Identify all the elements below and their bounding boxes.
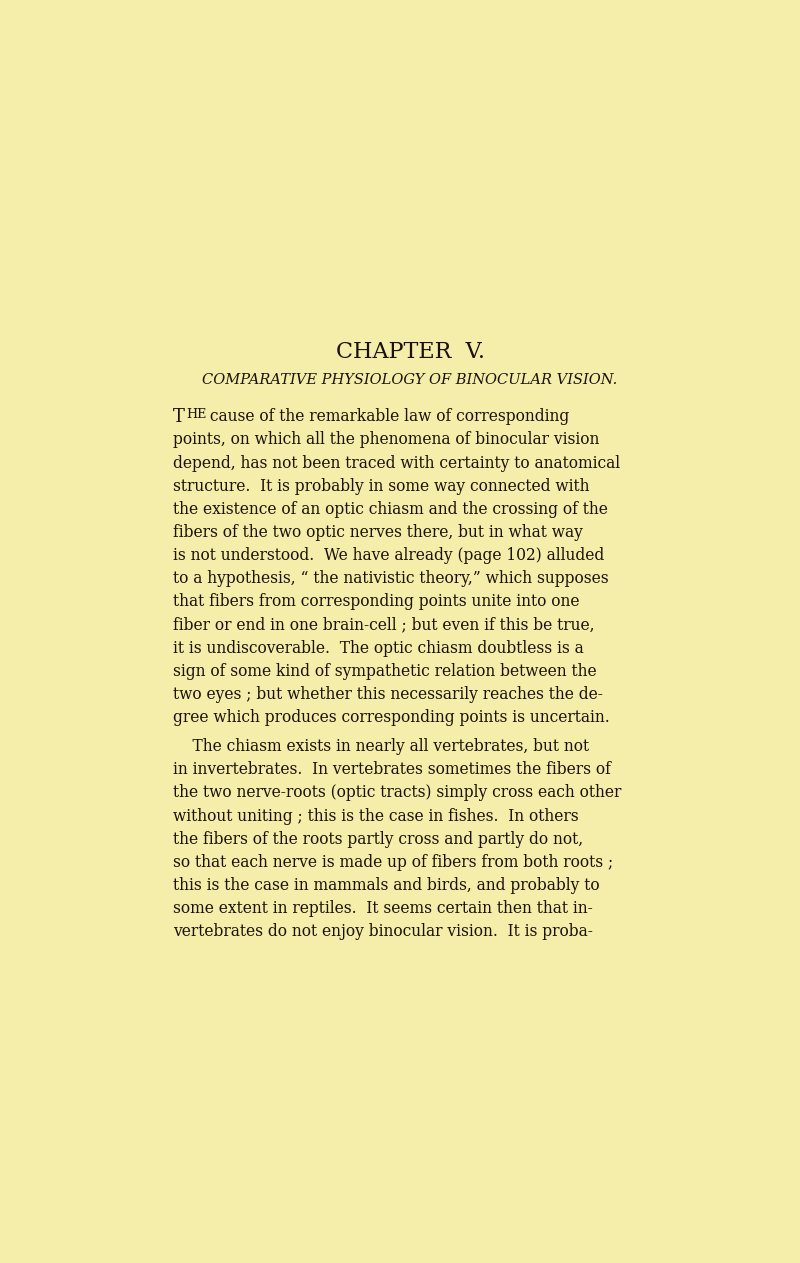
Text: is not understood.  We have already (page 102) alluded: is not understood. We have already (page… <box>173 547 605 565</box>
Text: gree which produces corresponding points is uncertain.: gree which produces corresponding points… <box>173 710 610 726</box>
Text: sign of some kind of sympathetic relation between the: sign of some kind of sympathetic relatio… <box>173 663 597 679</box>
Text: structure.  It is probably in some way connected with: structure. It is probably in some way co… <box>173 477 590 495</box>
Text: cause of the remarkable law of corresponding: cause of the remarkable law of correspon… <box>206 408 570 426</box>
Text: T: T <box>173 408 185 427</box>
Text: COMPARATIVE PHYSIOLOGY OF BINOCULAR VISION.: COMPARATIVE PHYSIOLOGY OF BINOCULAR VISI… <box>202 374 618 388</box>
Text: this is the case in mammals and birds, and probably to: this is the case in mammals and birds, a… <box>173 877 600 894</box>
Text: that fibers from corresponding points unite into one: that fibers from corresponding points un… <box>173 594 580 610</box>
Text: in invertebrates.  In vertebrates sometimes the fibers of: in invertebrates. In vertebrates sometim… <box>173 762 611 778</box>
Text: CHAPTER  V.: CHAPTER V. <box>335 341 485 364</box>
Text: vertebrates do not enjoy binocular vision.  It is proba-: vertebrates do not enjoy binocular visio… <box>173 923 593 941</box>
Text: the fibers of the roots partly cross and partly do not,: the fibers of the roots partly cross and… <box>173 831 583 847</box>
Text: fibers of the two optic nerves there, but in what way: fibers of the two optic nerves there, bu… <box>173 524 583 541</box>
Text: it is undiscoverable.  The optic chiasm doubtless is a: it is undiscoverable. The optic chiasm d… <box>173 640 584 657</box>
Text: some extent in reptiles.  It seems certain then that in-: some extent in reptiles. It seems certai… <box>173 901 593 917</box>
Text: without uniting ; this is the case in fishes.  In others: without uniting ; this is the case in fi… <box>173 807 578 825</box>
Text: the two nerve-roots (optic tracts) simply cross each other: the two nerve-roots (optic tracts) simpl… <box>173 784 622 802</box>
Text: fiber or end in one brain-cell ; but even if this be true,: fiber or end in one brain-cell ; but eve… <box>173 616 594 634</box>
Text: to a hypothesis, “ the nativistic theory,” which supposes: to a hypothesis, “ the nativistic theory… <box>173 571 609 587</box>
Text: depend, has not been traced with certainty to anatomical: depend, has not been traced with certain… <box>173 455 620 471</box>
Text: HE: HE <box>187 408 207 422</box>
Text: The chiasm exists in nearly all vertebrates, but not: The chiasm exists in nearly all vertebra… <box>173 738 590 755</box>
Text: two eyes ; but whether this necessarily reaches the de-: two eyes ; but whether this necessarily … <box>173 686 603 703</box>
Text: so that each nerve is made up of fibers from both roots ;: so that each nerve is made up of fibers … <box>173 854 614 871</box>
Text: points, on which all the phenomena of binocular vision: points, on which all the phenomena of bi… <box>173 432 599 448</box>
Text: the existence of an optic chiasm and the crossing of the: the existence of an optic chiasm and the… <box>173 501 608 518</box>
